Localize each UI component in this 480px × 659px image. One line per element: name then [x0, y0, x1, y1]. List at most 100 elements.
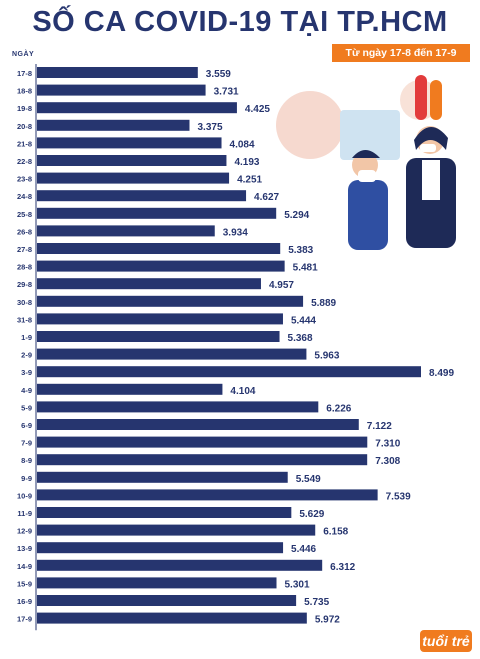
category-label: 13-9 [17, 544, 32, 553]
value-label: 4.251 [237, 175, 262, 186]
value-label: 6.312 [330, 562, 355, 573]
value-label: 5.368 [288, 333, 313, 344]
document-icon [340, 110, 400, 160]
value-label: 5.383 [288, 245, 313, 256]
bar [37, 348, 307, 360]
category-label: 21-8 [17, 139, 32, 148]
category-label: 9-9 [21, 474, 32, 483]
bar [37, 295, 304, 307]
category-label: 3-9 [21, 368, 32, 377]
category-label: 20-8 [17, 122, 32, 131]
virus-icon [276, 91, 344, 159]
category-label: 26-8 [17, 227, 32, 236]
bar [37, 102, 237, 114]
bar [37, 524, 316, 536]
category-label: 19-8 [17, 104, 32, 113]
value-label: 8.499 [429, 368, 454, 379]
category-label: 10-9 [17, 491, 32, 500]
axis-header: NGÀY [12, 51, 35, 58]
bar [37, 155, 227, 166]
mask-icon [420, 144, 436, 152]
bar [37, 383, 223, 395]
date-range-badge: Từ ngày 17-8 đến 17-9 [332, 44, 470, 62]
bar [37, 207, 277, 219]
bar [37, 331, 280, 342]
person-body-icon [406, 158, 456, 248]
value-label: 5.629 [299, 509, 324, 520]
bar [37, 489, 378, 501]
value-label: 7.308 [375, 456, 400, 467]
bar [37, 595, 297, 606]
brand-logo: tuổi trẻ [420, 630, 472, 652]
category-label: 31-8 [17, 315, 32, 324]
bar [37, 507, 292, 518]
person-body-icon [348, 180, 388, 250]
value-label: 4.084 [230, 139, 255, 150]
value-label: 7.310 [375, 439, 400, 450]
bar [37, 559, 323, 571]
value-label: 5.735 [304, 597, 329, 608]
value-label: 7.539 [386, 491, 411, 502]
value-label: 7.122 [367, 421, 392, 432]
category-label: 17-9 [17, 615, 32, 624]
hair-icon [414, 126, 448, 150]
category-label: 18-8 [17, 87, 32, 96]
value-label: 4.425 [245, 104, 270, 115]
value-label: 4.193 [234, 157, 259, 168]
value-label: 5.889 [311, 298, 336, 309]
value-label: 5.446 [291, 544, 316, 555]
tissue-icon [358, 170, 376, 182]
category-label: 2-9 [21, 351, 32, 360]
bar [37, 401, 319, 413]
bar [37, 67, 198, 78]
category-label: 15-9 [17, 579, 32, 588]
category-label: 24-8 [17, 192, 32, 201]
value-label: 5.444 [291, 315, 316, 326]
value-label: 3.559 [206, 69, 231, 80]
value-label: 5.963 [314, 351, 339, 362]
page-title: SỐ CA COVID-19 TẠI TP.HCM [32, 6, 448, 38]
bar [37, 137, 222, 149]
value-label: 6.226 [326, 403, 351, 414]
bar [37, 172, 230, 184]
category-label: 17-8 [17, 69, 32, 78]
bar [37, 225, 215, 237]
value-label: 4.627 [254, 192, 279, 203]
value-label: 6.158 [323, 527, 348, 538]
bar [37, 366, 421, 378]
value-label: 5.972 [315, 615, 340, 626]
shirt-icon [422, 160, 440, 200]
test-tube-icon [415, 75, 427, 120]
value-label: 4.104 [230, 386, 255, 397]
bar [37, 419, 359, 430]
category-label: 1-9 [21, 333, 32, 342]
category-label: 27-8 [17, 245, 32, 254]
bar [37, 260, 285, 272]
bar [37, 577, 277, 589]
category-label: 5-9 [21, 403, 32, 412]
bar [37, 471, 288, 483]
bar [37, 243, 281, 254]
category-label: 28-8 [17, 263, 32, 272]
value-label: 3.731 [214, 87, 239, 98]
category-label: 25-8 [17, 210, 32, 219]
value-label: 3.934 [223, 227, 248, 238]
category-label: 14-9 [17, 562, 32, 571]
value-label: 5.294 [284, 210, 309, 221]
category-label: 22-8 [17, 157, 32, 166]
value-label: 3.375 [197, 122, 222, 133]
category-label: 8-9 [21, 456, 32, 465]
category-label: 29-8 [17, 280, 32, 289]
category-label: 4-9 [21, 386, 32, 395]
bar [37, 436, 368, 448]
bar [37, 278, 261, 290]
illustration [276, 75, 456, 250]
bar [37, 612, 307, 624]
bar [37, 313, 283, 325]
value-label: 5.481 [293, 263, 318, 274]
category-label: 11-9 [17, 509, 32, 518]
value-label: 4.957 [269, 280, 294, 291]
value-label: 5.301 [285, 579, 310, 590]
category-label: 6-9 [21, 421, 32, 430]
